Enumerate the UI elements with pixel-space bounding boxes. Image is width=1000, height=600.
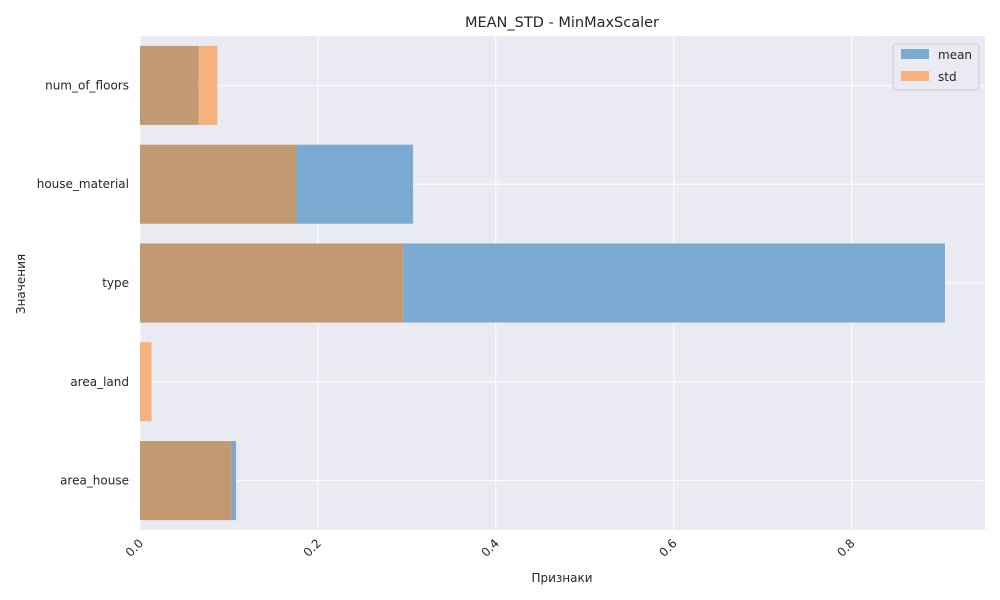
bar-mean-house_material	[296, 144, 414, 224]
y-tick-label: house_material	[37, 177, 129, 191]
bar-mean-type	[403, 243, 945, 323]
legend-swatch-std	[901, 71, 929, 81]
y-tick-label: area_land	[70, 375, 129, 389]
bar-overlap-house_material	[140, 144, 297, 224]
legend-swatch-mean	[901, 49, 929, 59]
chart-title: MEAN_STD - MinMaxScaler	[465, 15, 659, 31]
y-tick-label: num_of_floors	[45, 78, 129, 92]
legend-label-std: std	[938, 70, 957, 84]
bars	[140, 45, 945, 521]
bar-std-area_land	[140, 342, 152, 422]
y-axis-label: Значения	[14, 254, 28, 314]
y-tick-label: area_house	[60, 474, 129, 488]
bar-overlap-area_house	[140, 441, 232, 521]
bar-overlap-num_of_floors	[140, 45, 199, 125]
y-tick-label: type	[102, 276, 129, 290]
legend-label-mean: mean	[938, 48, 972, 62]
x-axis-label: Признаки	[531, 571, 592, 585]
bar-std-num_of_floors	[198, 45, 218, 125]
legend: mean std	[892, 43, 980, 91]
bar-mean-area_house	[231, 441, 237, 521]
bar-overlap-type	[140, 243, 404, 323]
